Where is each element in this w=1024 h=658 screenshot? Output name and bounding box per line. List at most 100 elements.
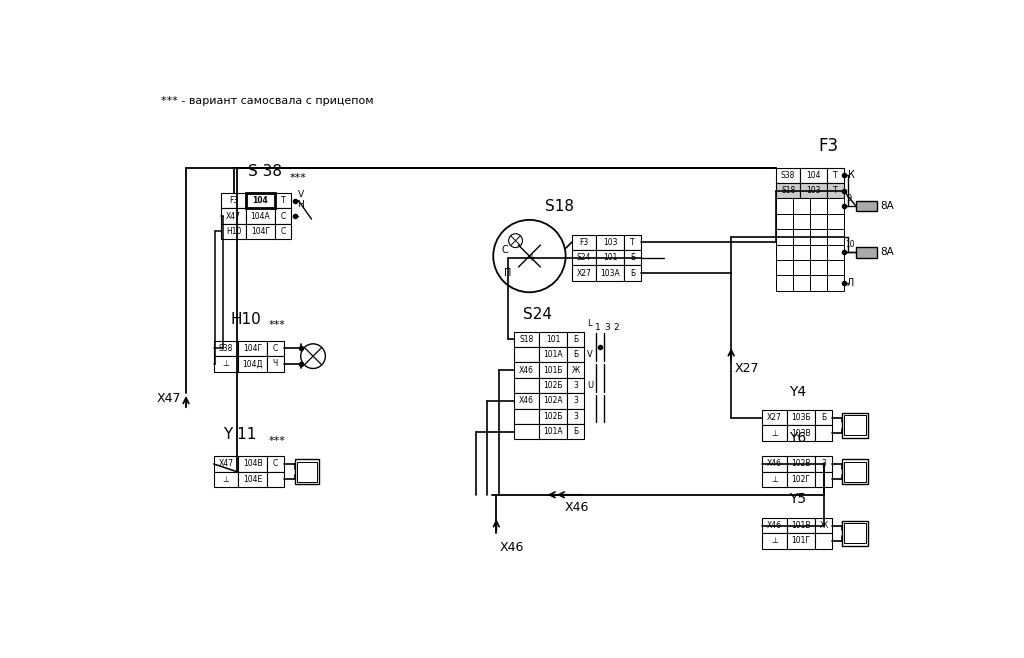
- Bar: [815, 472, 833, 487]
- Bar: [539, 347, 567, 363]
- Text: S38: S38: [219, 344, 233, 353]
- Bar: [625, 265, 641, 281]
- Bar: [856, 247, 878, 257]
- Bar: [514, 409, 539, 424]
- Bar: [826, 183, 844, 198]
- Bar: [776, 214, 793, 229]
- Text: S 38: S 38: [249, 164, 283, 179]
- Text: Б: Б: [630, 268, 635, 278]
- Bar: [539, 409, 567, 424]
- Bar: [826, 245, 844, 260]
- Bar: [514, 393, 539, 409]
- Text: F3: F3: [229, 196, 239, 205]
- Text: C: C: [272, 459, 278, 468]
- Text: C: C: [281, 227, 286, 236]
- Bar: [776, 183, 801, 198]
- Text: 102B: 102B: [792, 459, 811, 468]
- Text: Х47: Х47: [157, 392, 181, 405]
- Text: ***: ***: [268, 436, 286, 446]
- Text: Х27: Х27: [734, 362, 759, 375]
- Bar: [786, 456, 815, 472]
- Text: C: C: [272, 344, 278, 353]
- Bar: [567, 363, 584, 378]
- Text: 8А: 8А: [881, 201, 894, 211]
- Bar: [793, 260, 810, 275]
- Bar: [762, 472, 786, 487]
- Bar: [246, 224, 274, 239]
- Bar: [842, 413, 868, 438]
- Bar: [571, 234, 596, 250]
- Text: 101Б: 101Б: [543, 366, 562, 374]
- Bar: [274, 193, 292, 209]
- Bar: [810, 260, 826, 275]
- Bar: [567, 393, 584, 409]
- Text: 102A: 102A: [543, 396, 563, 405]
- Text: 102Г: 102Г: [792, 475, 810, 484]
- Text: ⊥: ⊥: [223, 475, 229, 484]
- Bar: [239, 356, 267, 372]
- Bar: [845, 462, 866, 482]
- Text: 3: 3: [573, 381, 579, 390]
- Text: 104: 104: [253, 196, 268, 205]
- Bar: [826, 214, 844, 229]
- Text: Б: Б: [573, 427, 579, 436]
- Text: S24: S24: [577, 253, 591, 262]
- Bar: [793, 198, 810, 214]
- Bar: [596, 265, 625, 281]
- Text: К: К: [848, 170, 855, 180]
- Text: ⊥: ⊥: [771, 428, 777, 438]
- Text: 9: 9: [847, 194, 852, 203]
- Bar: [786, 518, 815, 533]
- Text: 104: 104: [806, 170, 821, 180]
- Bar: [776, 198, 793, 214]
- Bar: [514, 347, 539, 363]
- Bar: [826, 260, 844, 275]
- Bar: [514, 332, 539, 347]
- Bar: [786, 472, 815, 487]
- Bar: [826, 198, 844, 214]
- Bar: [762, 518, 786, 533]
- Text: 104Г: 104Г: [251, 227, 270, 236]
- Text: 103A: 103A: [600, 268, 621, 278]
- Bar: [567, 347, 584, 363]
- Bar: [514, 363, 539, 378]
- Text: Б: Б: [573, 350, 579, 359]
- Bar: [793, 275, 810, 291]
- Text: S38: S38: [781, 170, 796, 180]
- Text: 103: 103: [806, 186, 821, 195]
- Bar: [776, 229, 793, 245]
- Text: 104Г: 104Г: [243, 344, 262, 353]
- Text: X46: X46: [519, 366, 534, 374]
- Text: 103Б: 103Б: [791, 413, 811, 422]
- Text: 102Б: 102Б: [543, 412, 562, 420]
- Bar: [815, 456, 833, 472]
- Bar: [539, 424, 567, 440]
- Text: S18: S18: [519, 335, 534, 343]
- Bar: [246, 193, 274, 209]
- Bar: [267, 472, 284, 487]
- Text: ***: ***: [268, 320, 286, 330]
- Text: 101Г: 101Г: [792, 536, 810, 545]
- Text: C: C: [281, 211, 286, 220]
- Bar: [826, 168, 844, 183]
- Text: X47: X47: [218, 459, 233, 468]
- Text: U: U: [587, 381, 593, 390]
- Text: 104Д: 104Д: [243, 359, 263, 368]
- Bar: [625, 234, 641, 250]
- Text: S24: S24: [523, 307, 552, 322]
- Text: Τ: Τ: [833, 170, 838, 180]
- Text: 101A: 101A: [543, 427, 563, 436]
- Bar: [845, 415, 866, 436]
- Bar: [239, 472, 267, 487]
- Bar: [239, 456, 267, 472]
- Bar: [776, 245, 793, 260]
- Bar: [856, 201, 878, 211]
- Text: Б: Б: [821, 413, 826, 422]
- Bar: [297, 462, 316, 482]
- Bar: [815, 533, 833, 549]
- Bar: [267, 341, 284, 356]
- Text: H: H: [297, 200, 304, 209]
- Bar: [786, 426, 815, 441]
- Text: Τ: Τ: [631, 238, 635, 247]
- Text: S18: S18: [545, 199, 573, 215]
